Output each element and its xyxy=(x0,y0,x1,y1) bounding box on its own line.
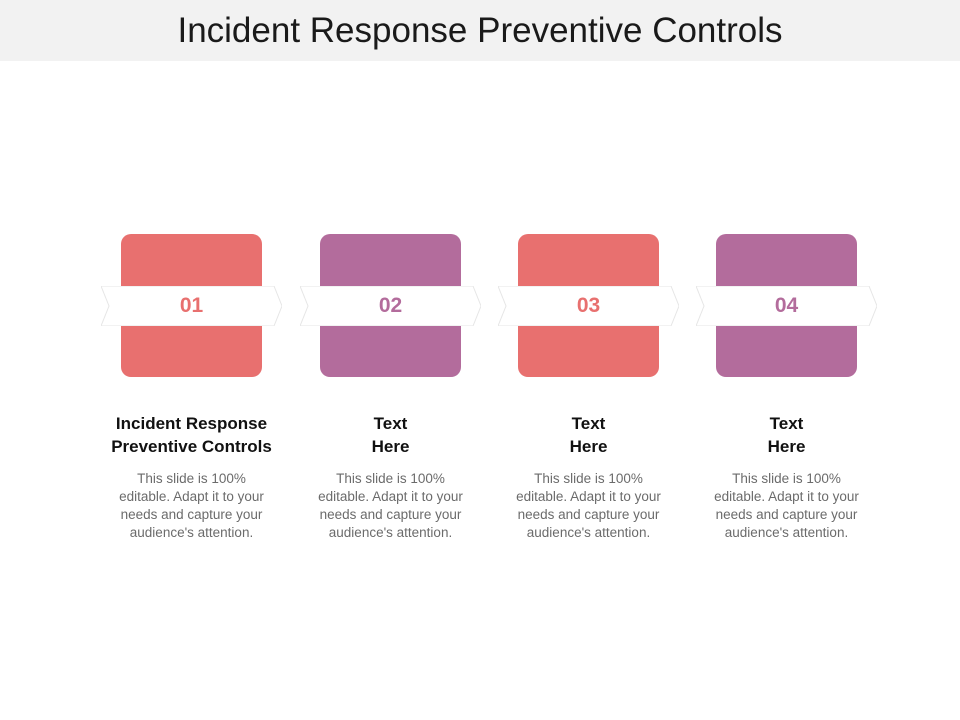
step-heading-1: Incident Response Preventive Controls xyxy=(91,412,292,458)
step-heading-3: Text Here xyxy=(488,412,689,458)
step-heading-4: Text Here xyxy=(686,412,887,458)
step-number-3: 03 xyxy=(576,294,601,317)
step-ribbon-4 xyxy=(696,286,877,326)
step-heading-4-line2: Here xyxy=(767,437,806,456)
step-body-2: This slide is 100% editable. Adapt it to… xyxy=(318,471,463,540)
step-number-4: 04 xyxy=(774,294,799,317)
step-card-2: 02 Text Here This slide is 100% editable… xyxy=(300,234,498,564)
step-heading-1-line1: Incident Response xyxy=(115,414,268,433)
step-ribbon-1 xyxy=(101,286,282,326)
step-heading-2-line2: Here xyxy=(371,437,410,456)
step-ribbon-2 xyxy=(300,286,481,326)
step-ribbon-3 xyxy=(498,286,679,326)
step-card-4: 04 Text Here This slide is 100% editable… xyxy=(696,234,894,564)
step-card-3: 03 Text Here This slide is 100% editable… xyxy=(498,234,696,564)
step-body-4: This slide is 100% editable. Adapt it to… xyxy=(714,471,859,540)
title-bar xyxy=(0,0,960,61)
step-card-1: 01 Incident Response Preventive Controls… xyxy=(101,234,299,564)
step-heading-3-line1: Text xyxy=(571,414,606,433)
step-heading-4-line1: Text xyxy=(769,414,804,433)
step-heading-2: Text Here xyxy=(290,412,491,458)
step-number-1: 01 xyxy=(179,294,204,317)
step-number-2: 02 xyxy=(378,294,403,317)
step-body-1: This slide is 100% editable. Adapt it to… xyxy=(119,471,264,540)
step-heading-2-line1: Text xyxy=(373,414,408,433)
slide-title: Incident Response Preventive Controls xyxy=(177,11,783,50)
step-heading-1-line2: Preventive Controls xyxy=(111,437,272,456)
step-body-3: This slide is 100% editable. Adapt it to… xyxy=(516,471,661,540)
step-heading-3-line2: Here xyxy=(569,437,608,456)
